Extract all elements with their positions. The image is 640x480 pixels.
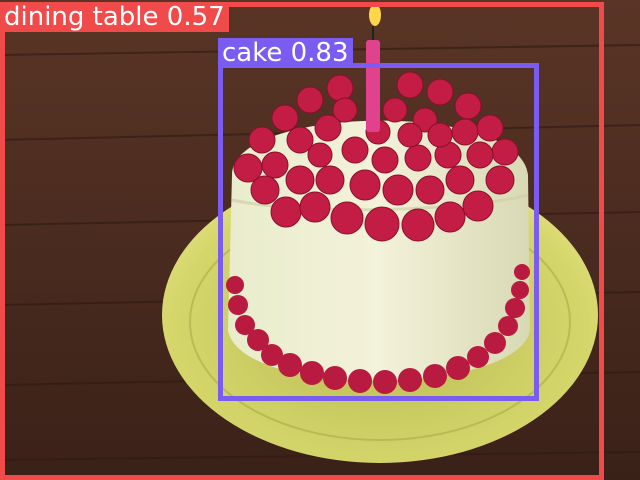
dining-table-label: dining table 0.57 xyxy=(0,2,229,32)
dining-table-bbox xyxy=(0,2,604,480)
candle-flame xyxy=(369,4,381,26)
top-raspberries xyxy=(233,71,519,242)
bottom-raspberries xyxy=(226,264,530,394)
cake-label: cake 0.83 xyxy=(218,38,353,68)
cake-bbox xyxy=(218,63,539,401)
